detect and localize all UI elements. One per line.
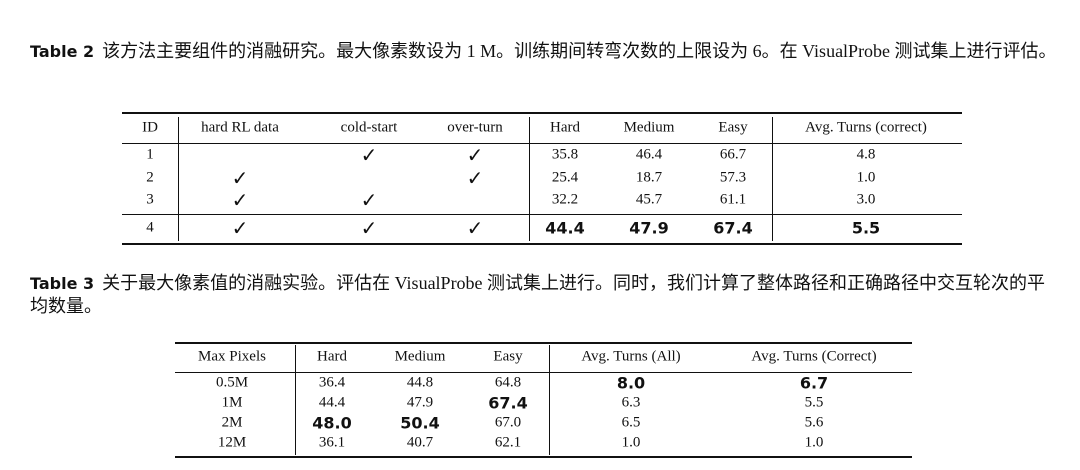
table-cell: 6.7 [799,373,829,393]
rule [175,342,912,344]
table-cell: 47.9 [629,218,669,238]
table-cell: 5.5 [851,218,881,238]
rule [122,243,962,245]
table-cell: Avg. Turns (correct) [805,119,927,136]
table-2-caption: Table 2 该方法主要组件的消融研究。最大像素数设为 1 M。训练期间转弯次数… [30,40,1060,63]
table-cell: 47.9 [406,394,434,411]
table-cell: Hard [550,119,580,136]
table-cell: Avg. Turns (Correct) [751,348,877,365]
table-cell: over-turn [447,119,503,136]
table-cell: 6.5 [621,414,641,431]
table-cell: ✓ [466,166,484,190]
table-cell: ✓ [466,143,484,167]
table-cell: 1.0 [621,434,641,451]
table-cell: Medium [623,119,675,136]
rule [122,214,962,215]
table-cell: 1.0 [856,169,876,186]
table-cell: ✓ [231,216,249,240]
table-cell: Avg. Turns (All) [581,348,681,365]
caption-text: 关于最大像素值的消融实验。评估在 VisualProbe 测试集上进行。同时，我… [30,273,1046,316]
table-cell: 36.1 [318,434,346,451]
table-cell: 5.6 [804,414,824,431]
table-cell: 40.7 [406,434,434,451]
rule [175,456,912,458]
rule [122,143,962,144]
table-cell: 12M [217,434,247,451]
table-cell: ✓ [360,216,378,240]
table-cell: 46.4 [635,146,663,163]
table-cell: 6.3 [621,394,641,411]
table-cell: Easy [493,348,523,365]
table-cell: 3 [146,191,154,208]
table-label: Table 3 [30,274,95,293]
table-cell: 18.7 [635,169,663,186]
column-rule [178,117,179,241]
table-cell: 48.0 [312,413,352,433]
table-cell: ID [142,119,158,136]
table-cell: hard RL data [201,119,279,136]
column-rule [549,345,550,455]
table-cell: 1 [146,146,154,163]
table-cell: 66.7 [719,146,747,163]
table-cell: 64.8 [494,374,522,391]
table-cell: 67.0 [494,414,522,431]
table-cell: ✓ [360,188,378,212]
table-cell: 67.4 [488,393,528,413]
caption-text: 该方法主要组件的消融研究。最大像素数设为 1 M。训练期间转弯次数的上限设为 6… [102,41,1057,61]
column-rule [295,345,296,455]
table-cell: 2M [221,414,243,431]
table-cell: Easy [718,119,748,136]
table-cell: 1.0 [804,434,824,451]
table-cell: 50.4 [400,413,440,433]
table-cell: 0.5M [215,374,249,391]
table-cell: 67.4 [713,218,753,238]
table-cell: Max Pixels [198,348,266,365]
table-cell: 8.0 [616,373,646,393]
table-cell: 4 [146,219,154,236]
rule [122,112,962,114]
table-cell: 25.4 [551,169,579,186]
table-3-caption: Table 3 关于最大像素值的消融实验。评估在 VisualProbe 测试集上… [30,272,1060,318]
table-cell: 2 [146,169,154,186]
table-cell: 62.1 [494,434,522,451]
table-cell: 44.4 [318,394,346,411]
table-cell: 44.4 [545,218,585,238]
table-cell: ✓ [231,166,249,190]
table-cell: 32.2 [551,191,579,208]
table-cell: 45.7 [635,191,663,208]
table-label: Table 2 [30,42,95,61]
table-cell: 1M [221,394,243,411]
table-cell: Medium [394,348,446,365]
table-cell: cold-start [340,119,398,136]
table-cell: 4.8 [856,146,876,163]
table-cell: 36.4 [318,374,346,391]
table-cell: 35.8 [551,146,579,163]
table-cell: 44.8 [406,374,434,391]
table-cell: 61.1 [719,191,747,208]
table-cell: 3.0 [856,191,876,208]
column-rule [529,117,530,241]
table-cell: ✓ [360,143,378,167]
table-cell: 5.5 [804,394,824,411]
rule [175,372,912,373]
column-rule [772,117,773,241]
table-cell: Hard [317,348,347,365]
table-cell: ✓ [466,216,484,240]
table-cell: ✓ [231,188,249,212]
table-cell: 57.3 [719,169,747,186]
